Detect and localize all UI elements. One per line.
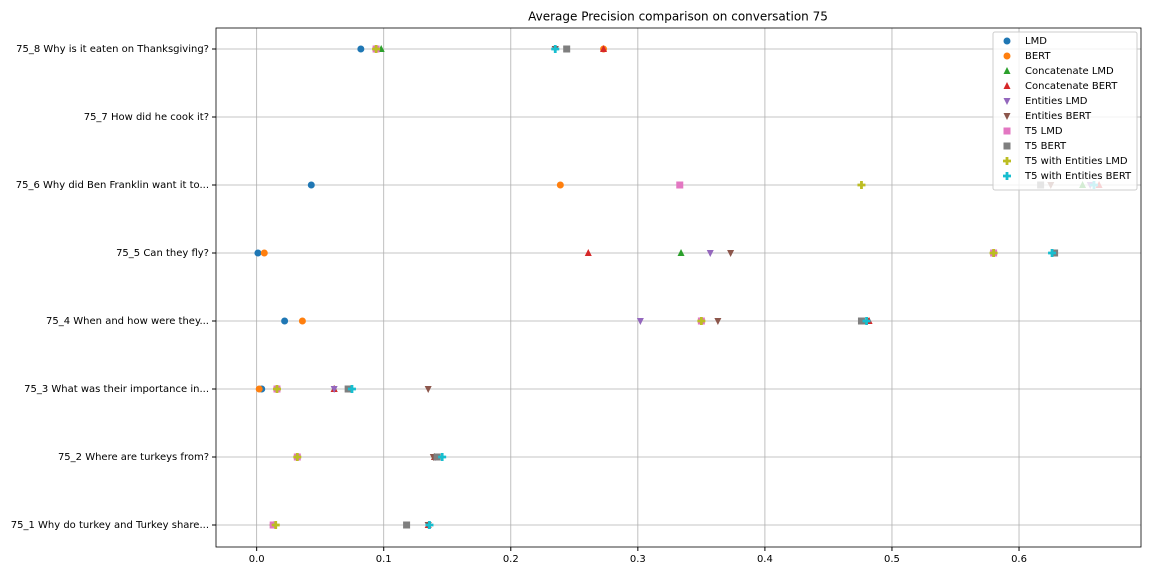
point — [424, 386, 432, 393]
point — [862, 317, 871, 325]
point — [551, 45, 560, 53]
point — [425, 521, 434, 529]
legend-box — [992, 31, 1138, 191]
legend-marker — [1003, 172, 1011, 180]
y-tick-label: 75_5 Can they fly? — [116, 248, 209, 259]
point — [254, 249, 262, 257]
legend-marker — [1003, 37, 1011, 45]
legend-marker — [1003, 52, 1011, 60]
point — [347, 385, 356, 393]
point — [433, 453, 441, 461]
plot-frame — [215, 27, 1142, 548]
legend-marker — [1003, 67, 1011, 74]
point — [563, 45, 571, 53]
legend-label: T5 BERT — [1024, 141, 1067, 152]
point — [636, 318, 644, 325]
x-tick-label: 0.6 — [1011, 554, 1027, 565]
x-tick-label: 0.4 — [757, 554, 773, 565]
legend-label: BERT — [1025, 51, 1051, 62]
point — [677, 249, 685, 256]
point — [281, 317, 289, 325]
legend-marker — [1003, 142, 1011, 150]
x-tick-label: 0.3 — [630, 554, 646, 565]
legend-label: Concatenate BERT — [1025, 81, 1118, 92]
legend-label: T5 with Entities BERT — [1024, 171, 1132, 182]
chart-title: Average Precision comparison on conversa… — [528, 10, 828, 24]
legend-marker — [1003, 98, 1011, 105]
point — [298, 317, 306, 325]
legend-label: T5 LMD — [1024, 126, 1063, 137]
point — [676, 181, 684, 189]
legend-marker — [1003, 157, 1011, 165]
y-tick-label: 75_7 How did he cook it? — [84, 112, 209, 123]
point — [255, 385, 263, 393]
legend-label: LMD — [1025, 36, 1047, 47]
legend-label: Entities BERT — [1025, 111, 1092, 122]
point — [1048, 249, 1057, 257]
x-tick-label: 0.5 — [884, 554, 900, 565]
point — [403, 521, 411, 529]
point — [260, 249, 268, 257]
legend: LMD BERT Concatenate LMD Concatenate BERT En… — [992, 31, 1138, 191]
point — [706, 250, 714, 257]
y-tick-label: 75_3 What was their importance in... — [24, 384, 209, 395]
x-tick-label: 0.0 — [249, 554, 265, 565]
point — [307, 181, 315, 189]
point — [600, 45, 608, 52]
point — [857, 181, 866, 189]
legend-label: Concatenate LMD — [1025, 66, 1114, 77]
point — [271, 521, 280, 529]
point — [989, 249, 998, 257]
point — [357, 45, 365, 53]
y-tick-label: 75_6 Why did Ben Franklin want it to... — [16, 180, 209, 191]
x-tick-label: 0.2 — [503, 554, 519, 565]
point — [293, 453, 302, 461]
legend-marker — [1003, 113, 1011, 120]
point — [697, 317, 706, 325]
y-tick-label: 75_8 Why is it eaten on Thanksgiving? — [16, 44, 209, 55]
legend-marker — [1003, 127, 1011, 135]
point — [714, 318, 722, 325]
point — [272, 385, 281, 393]
point — [438, 453, 447, 461]
point — [857, 317, 865, 325]
x-tick-label: 0.1 — [376, 554, 392, 565]
legend-marker — [1003, 82, 1011, 89]
point — [556, 181, 564, 189]
point — [584, 249, 592, 256]
y-tick-label: 75_2 Where are turkeys from? — [58, 452, 209, 463]
y-tick-label: 75_1 Why do turkey and Turkey share... — [11, 520, 209, 531]
point — [727, 250, 735, 257]
y-tick-label: 75_4 When and how were they... — [46, 316, 209, 327]
legend-label: Entities LMD — [1025, 96, 1088, 107]
point — [330, 386, 338, 393]
legend-label: T5 with Entities LMD — [1024, 156, 1128, 167]
point — [372, 45, 381, 53]
